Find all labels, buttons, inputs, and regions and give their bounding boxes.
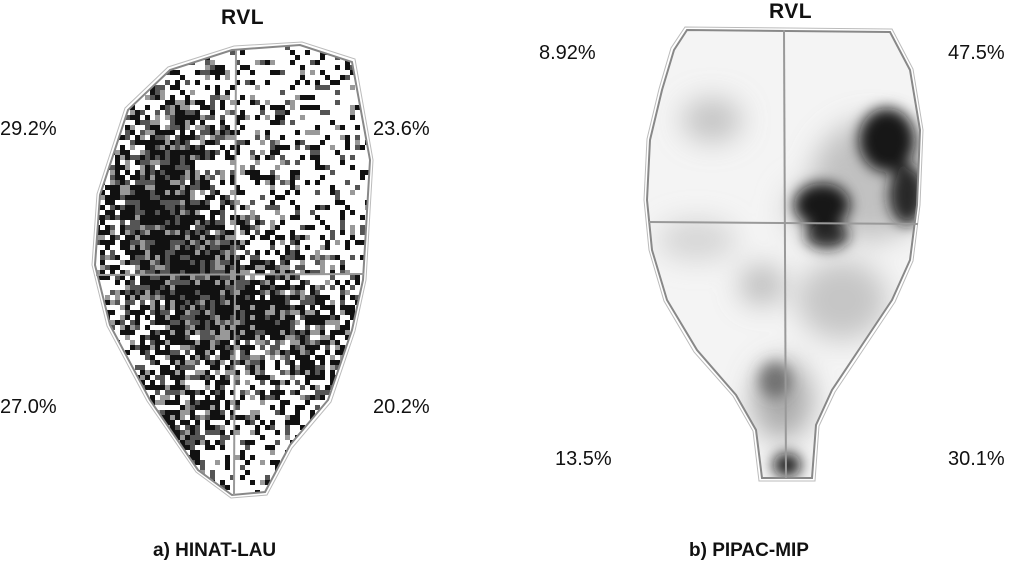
vertical-divider bbox=[783, 29, 787, 479]
quadrant-top-left-percent: 29.2% bbox=[0, 118, 57, 140]
orientation-label: RVL bbox=[221, 6, 265, 29]
quadrant-top-left-percent: 8.92% bbox=[539, 42, 596, 64]
vertical-divider bbox=[233, 49, 237, 496]
quadrant-bottom-right-percent: 20.2% bbox=[373, 396, 430, 418]
panel-pipac-mip: RVL 8.92% 47.5% 13.5% 30.1% b) PIPAC-MIP bbox=[512, 0, 1024, 569]
roi-outline bbox=[93, 43, 372, 497]
quadrant-bottom-left-percent: 13.5% bbox=[555, 448, 612, 470]
quadrant-top-right-percent: 23.6% bbox=[373, 118, 430, 140]
roi-outline-outer bbox=[643, 26, 924, 482]
pipac-scintigraphy-image bbox=[643, 26, 924, 482]
horizontal-divider bbox=[95, 273, 365, 276]
roi-outline-outer bbox=[91, 41, 374, 499]
panel-hinat-lau: RVL 29.2% 23.6% 27.0% 20.2% a) HINAT-LAU bbox=[0, 6, 430, 561]
panel-caption: a) HINAT-LAU bbox=[153, 540, 277, 561]
roi-outline bbox=[645, 28, 922, 479]
quadrant-bottom-right-percent: 30.1% bbox=[948, 448, 1005, 470]
hinat-scintigraphy-image bbox=[91, 41, 374, 499]
panel-caption: b) PIPAC-MIP bbox=[689, 540, 809, 561]
orientation-label: RVL bbox=[769, 0, 813, 23]
quadrant-top-right-percent: 47.5% bbox=[948, 42, 1005, 64]
horizontal-divider bbox=[648, 221, 919, 225]
quadrant-bottom-left-percent: 27.0% bbox=[0, 396, 57, 418]
scintigraphy-noise-pattern bbox=[95, 45, 370, 495]
